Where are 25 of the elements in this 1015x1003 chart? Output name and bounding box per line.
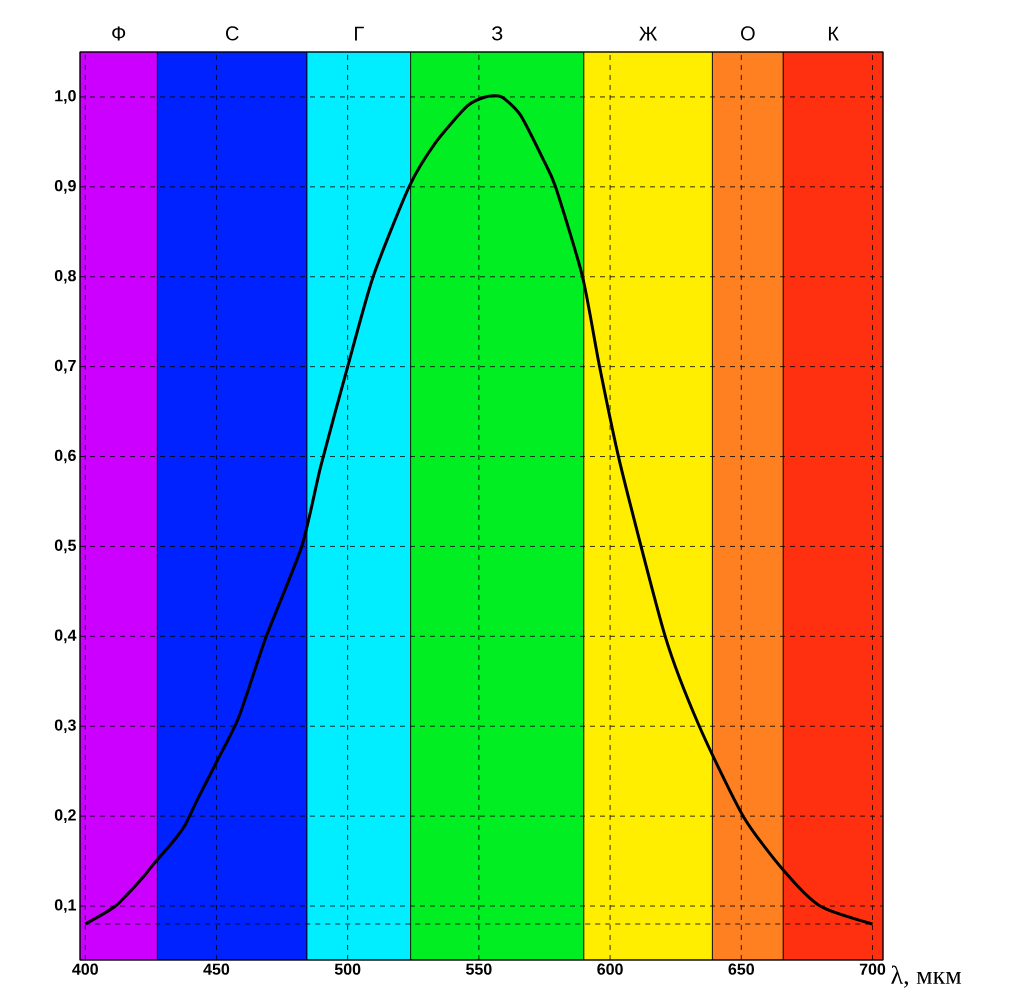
y-tick-label: 0,4: [54, 629, 77, 644]
y-tick-label: 0,8: [54, 269, 76, 284]
x-tick-label: 450: [203, 963, 230, 975]
x-axis-title: λ, мкм: [891, 965, 962, 988]
x-tick-label: 700: [859, 963, 886, 975]
band-label: Ф: [112, 26, 126, 41]
y-tick-label: 0,9: [54, 180, 76, 194]
y-tick-label: 0,6: [54, 449, 76, 464]
y-tick-label: 0,7: [54, 359, 76, 374]
x-tick-label: 550: [466, 963, 492, 975]
band-label: О: [741, 26, 755, 41]
y-tick-label: 0,5: [54, 539, 77, 554]
y-tick-label: 1,0: [55, 90, 76, 104]
band-label: Г: [355, 26, 364, 41]
band-label: К: [828, 26, 839, 41]
x-tick-label: 650: [728, 963, 754, 975]
y-tick-label: 0,1: [54, 899, 77, 913]
y-tick-label: 0,2: [54, 809, 76, 823]
x-tick-label: 400: [72, 963, 98, 975]
y-tick-label: 0,3: [54, 719, 76, 734]
band-label: С: [226, 26, 239, 41]
x-tick-label: 600: [597, 963, 623, 975]
x-tick-label: 500: [334, 963, 361, 975]
band-label: З: [491, 26, 503, 41]
band-label: Ж: [639, 26, 658, 41]
